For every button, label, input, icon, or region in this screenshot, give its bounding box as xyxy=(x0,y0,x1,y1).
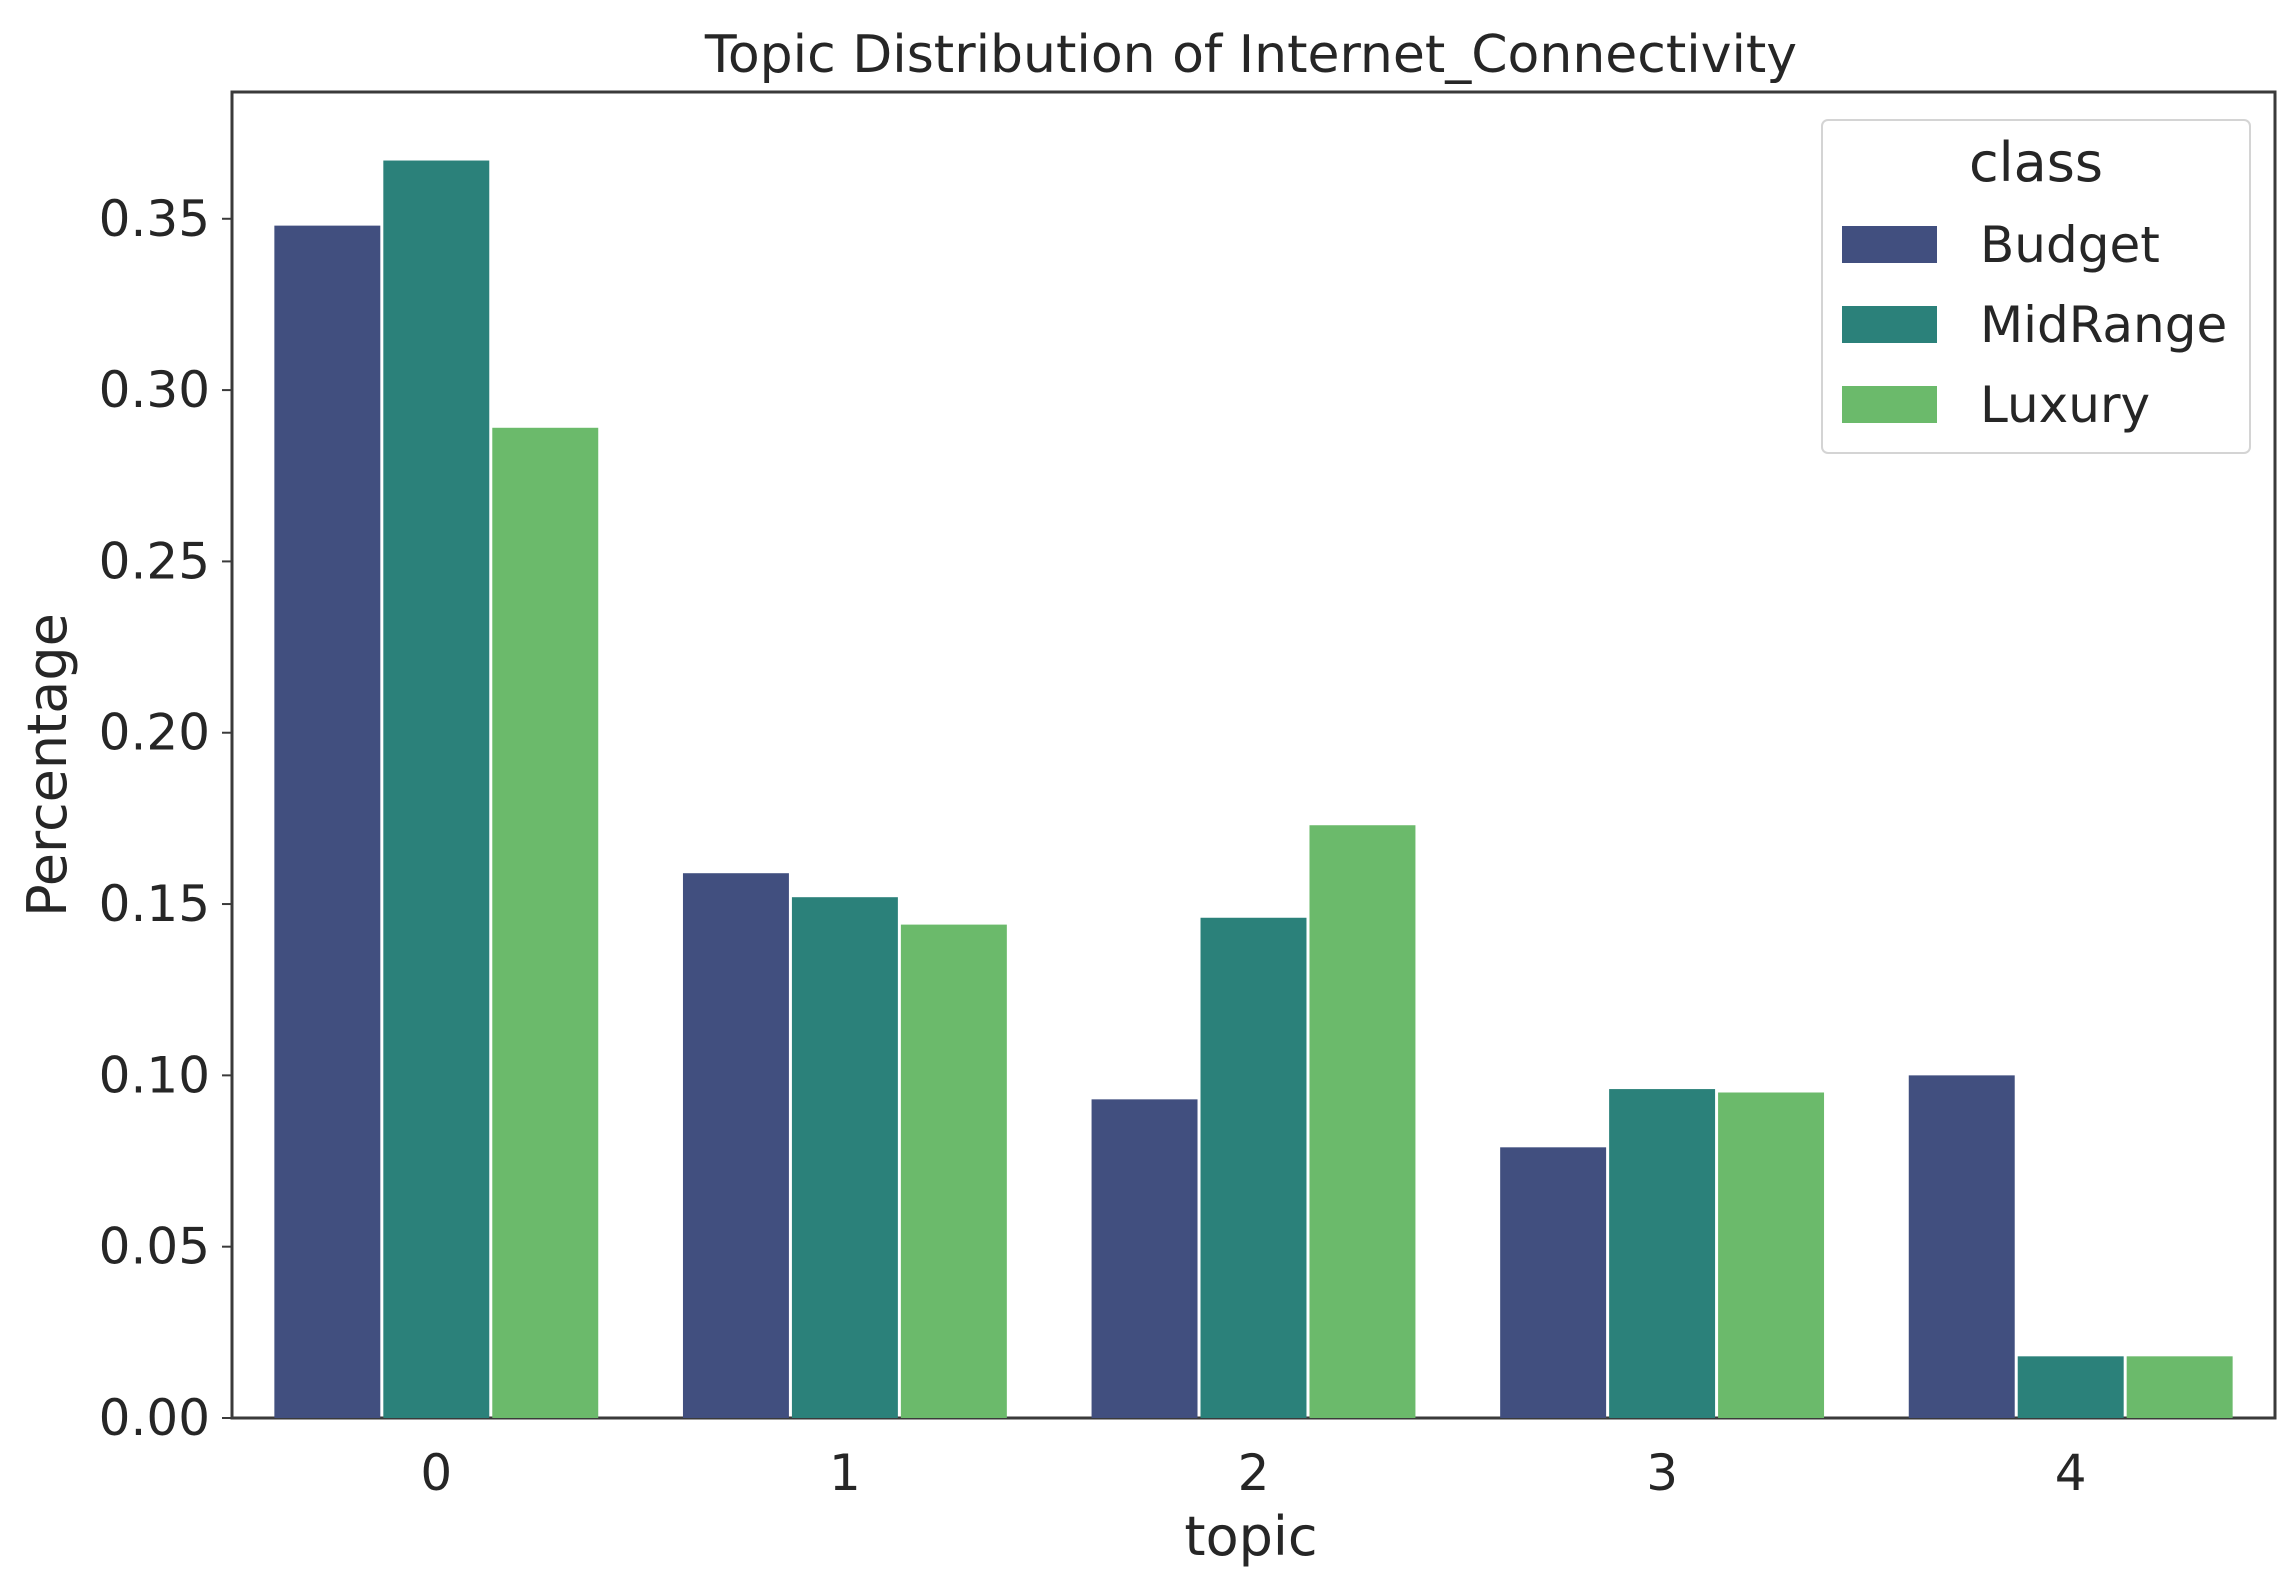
bar-budget-topic-3 xyxy=(1500,1147,1607,1418)
bar-midrange-topic-1 xyxy=(791,897,898,1418)
x-axis-ticks: 0 1 2 3 4 xyxy=(420,1444,2086,1502)
legend-items: Budget MidRange Luxury xyxy=(1842,216,2227,434)
legend-box xyxy=(1821,119,2251,454)
bar-midrange-topic-0 xyxy=(383,160,490,1419)
legend-label-midrange: MidRange xyxy=(1980,296,2227,354)
x-tick-label: 4 xyxy=(2055,1444,2087,1502)
bar-midrange-topic-2 xyxy=(1200,917,1307,1418)
y-tick-label: 0.05 xyxy=(99,1218,210,1276)
y-tick-label: 0.25 xyxy=(99,532,210,590)
legend: class Budget MidRange Luxury xyxy=(1821,119,2251,454)
y-tick-label: 0.00 xyxy=(99,1389,210,1447)
legend-swatch-budget xyxy=(1842,226,1937,263)
x-tick-label: 2 xyxy=(1238,1444,1270,1502)
bar-midrange-topic-3 xyxy=(1609,1089,1716,1418)
x-tick-label: 1 xyxy=(829,1444,861,1502)
bar-budget-topic-0 xyxy=(274,225,381,1418)
y-tick-label: 0.15 xyxy=(99,875,210,933)
x-tick-label: 0 xyxy=(420,1444,452,1502)
y-tick-label: 0.10 xyxy=(99,1046,210,1104)
legend-label-budget: Budget xyxy=(1980,216,2160,274)
y-tick-label: 0.30 xyxy=(99,361,210,419)
bar-budget-topic-1 xyxy=(682,873,789,1418)
bar-luxury-topic-3 xyxy=(1718,1092,1825,1418)
bar-budget-topic-2 xyxy=(1091,1099,1198,1418)
legend-label-luxury: Luxury xyxy=(1980,376,2150,434)
legend-title: class xyxy=(1969,131,2103,194)
y-tick-label: 0.35 xyxy=(99,190,210,248)
bar-midrange-topic-4 xyxy=(2017,1356,2124,1418)
bar-budget-topic-4 xyxy=(1908,1075,2015,1418)
legend-swatch-luxury xyxy=(1842,386,1937,423)
x-tick-label: 3 xyxy=(1646,1444,1678,1502)
bar-luxury-topic-2 xyxy=(1309,825,1416,1418)
y-axis-label: Percentage xyxy=(16,613,79,917)
chart-title: Topic Distribution of Internet_Connectiv… xyxy=(704,25,1797,85)
bar-luxury-topic-4 xyxy=(2126,1356,2233,1418)
x-axis-label: topic xyxy=(1184,1505,1317,1568)
y-tick-label: 0.20 xyxy=(99,704,210,762)
bar-luxury-topic-0 xyxy=(492,427,599,1418)
legend-swatch-midrange xyxy=(1842,306,1937,343)
bars-group xyxy=(274,160,2233,1419)
bar-luxury-topic-1 xyxy=(900,924,1007,1418)
y-axis-ticks: 0.00 0.05 0.10 0.15 0.20 0.25 0.30 0.35 xyxy=(99,190,232,1447)
